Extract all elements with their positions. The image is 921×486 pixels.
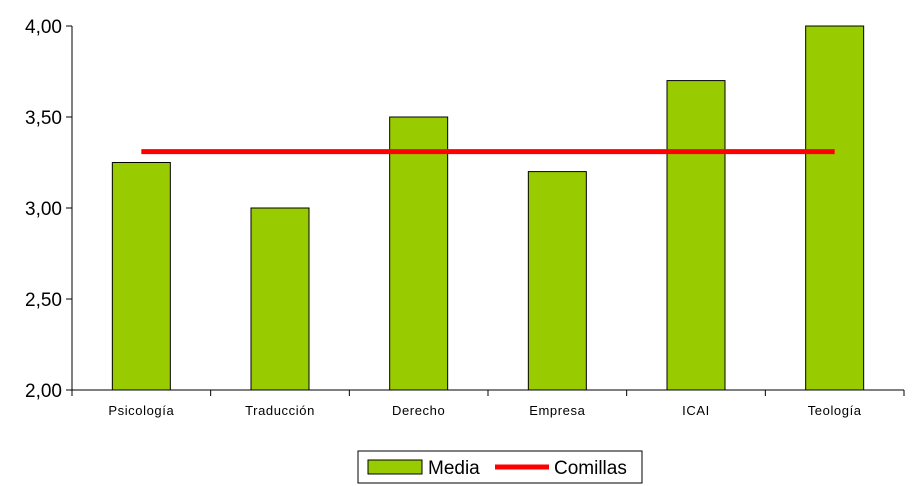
legend-media-label: Media	[428, 458, 480, 479]
x-tick-label: Teología	[808, 403, 862, 418]
x-tick-label: ICAI	[682, 403, 710, 418]
x-tick-label: Empresa	[529, 403, 585, 418]
axes-layer: 2,00 2,50 3,00 3,50 4,00 Psicología Traducción…	[25, 17, 905, 418]
y-tick-label: 3,00	[25, 199, 62, 220]
bar-teología	[805, 25, 865, 391]
y-tick-label: 2,50	[25, 290, 62, 311]
x-tick-label: Derecho	[392, 403, 445, 418]
legend-media-swatch	[367, 459, 423, 475]
bar-derecho	[389, 116, 449, 391]
legend: Media Comillas	[357, 450, 643, 484]
y-tick-label: 3,50	[25, 108, 62, 129]
x-tick-label: Psicología	[108, 403, 174, 418]
bar-icai	[666, 80, 726, 391]
x-tick-label: Traducción	[245, 403, 315, 418]
legend-comillas-label: Comillas	[554, 458, 627, 479]
bar-traducción	[250, 207, 310, 391]
bars-layer	[111, 25, 865, 391]
y-tick-label: 2,00	[25, 381, 62, 402]
y-tick-label: 4,00	[25, 17, 62, 38]
bar-psicología	[111, 162, 171, 391]
bar-empresa	[527, 171, 587, 391]
